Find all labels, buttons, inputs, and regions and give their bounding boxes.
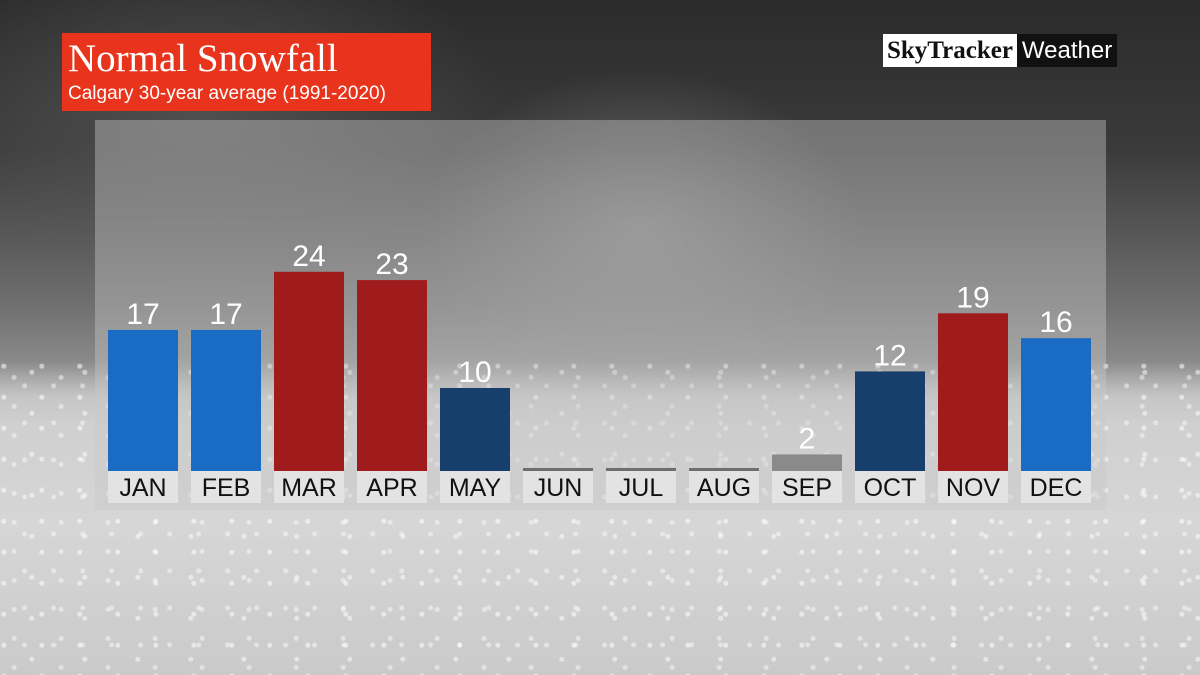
month-label-box-apr: [357, 471, 427, 503]
month-label-box-feb: [191, 471, 261, 503]
bar-sep: [772, 454, 842, 471]
chart-panel: 17 JAN 17 FEB 24 MAR 23 APR 10 MAY JUN JUL AUG 2 SEP 12…: [95, 120, 1106, 510]
brand-name-part1: SkyTracker: [883, 34, 1017, 67]
value-label-jan: 17: [126, 298, 159, 331]
bar-may: [440, 388, 510, 471]
month-label-may: MAY: [449, 474, 502, 502]
month-label-jan: JAN: [119, 474, 166, 502]
month-label-apr: APR: [366, 474, 417, 502]
month-label-box-dec: [1021, 471, 1091, 503]
brand-logo: SkyTracker Weather: [883, 34, 1118, 67]
month-label-jun: JUN: [534, 474, 583, 502]
value-label-oct: 12: [873, 339, 906, 372]
value-label-mar: 24: [292, 240, 325, 273]
value-label-feb: 17: [209, 298, 242, 331]
month-label-box-jul: [606, 471, 676, 503]
bar-mar: [274, 271, 344, 471]
bar-feb: [191, 329, 261, 471]
month-label-feb: FEB: [202, 474, 251, 502]
month-label-sep: SEP: [782, 474, 832, 502]
title-banner: [62, 33, 431, 111]
month-label-box-jun: [523, 471, 593, 503]
month-label-oct: OCT: [864, 474, 917, 502]
bar-jul: [606, 468, 676, 471]
value-label-sep: 2: [799, 422, 816, 455]
bar-jun: [523, 468, 593, 471]
month-label-box-jan: [108, 471, 178, 503]
value-label-may: 10: [458, 356, 491, 389]
month-label-box-sep: [772, 471, 842, 503]
month-label-box-mar: [274, 471, 344, 503]
bar-aug: [689, 468, 759, 471]
month-label-box-nov: [938, 471, 1008, 503]
chart-subtitle: Calgary 30-year average (1991-2020): [68, 83, 386, 104]
bar-oct: [855, 371, 925, 471]
month-label-mar: MAR: [281, 474, 337, 502]
month-label-box-aug: [689, 471, 759, 503]
month-label-jul: JUL: [619, 474, 664, 502]
bar-apr: [357, 280, 427, 471]
chart-title: Normal Snowfall: [68, 37, 338, 80]
brand-name-part2: Weather: [1016, 34, 1118, 67]
bar-chart: 17 JAN 17 FEB 24 MAR 23 APR 10 MAY JUN JUL AUG 2 SEP 12…: [108, 240, 1091, 503]
value-label-nov: 19: [956, 281, 989, 314]
bar-nov: [938, 313, 1008, 471]
month-label-aug: AUG: [697, 474, 751, 502]
bar-dec: [1021, 338, 1091, 471]
month-label-box-oct: [855, 471, 925, 503]
value-label-apr: 23: [375, 248, 408, 281]
value-label-dec: 16: [1039, 306, 1072, 339]
month-label-dec: DEC: [1030, 474, 1083, 502]
month-label-nov: NOV: [946, 474, 1001, 502]
month-label-box-may: [440, 471, 510, 503]
bar-jan: [108, 329, 178, 471]
